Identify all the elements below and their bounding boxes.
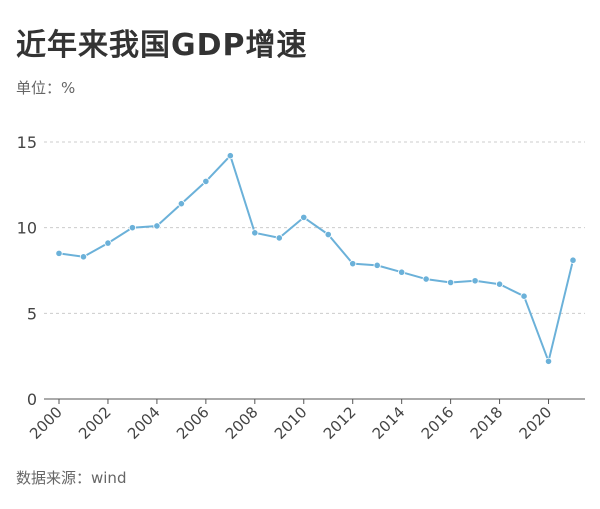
x-tick-label: 2004 [124, 403, 164, 443]
data-point [177, 200, 185, 208]
data-point [422, 275, 430, 283]
data-point [569, 256, 577, 264]
data-point [447, 278, 455, 287]
gdp-series-line [58, 154, 574, 363]
x-tick-label: 2006 [173, 403, 213, 443]
data-point [226, 152, 234, 160]
source-label: 数据来源：wind [16, 469, 127, 487]
x-tick-label: 2012 [320, 403, 360, 443]
data-point [104, 239, 112, 247]
y-tick-label: 10 [17, 219, 37, 238]
x-tick-label: 2020 [516, 403, 556, 443]
data-point [398, 268, 406, 276]
x-tick-label: 2008 [222, 403, 262, 443]
data-point [202, 177, 210, 186]
data-point [324, 230, 332, 239]
data-point [471, 277, 479, 285]
data-point [251, 229, 259, 237]
data-point [520, 292, 528, 300]
y-tick-label: 0 [27, 390, 37, 409]
data-point [55, 249, 63, 257]
data-point [153, 222, 161, 230]
data-point [495, 280, 504, 288]
data-point [349, 260, 357, 268]
x-tick-label: 2018 [467, 403, 507, 443]
data-point [300, 213, 308, 221]
y-tick-label: 15 [17, 133, 37, 152]
data-point [544, 357, 553, 365]
x-tick-label: 2014 [369, 403, 409, 443]
x-tick-label: 2000 [26, 403, 66, 443]
data-point [275, 234, 283, 242]
unit-label: 单位：% [16, 79, 76, 97]
data-point [128, 224, 137, 232]
x-tick-label: 2010 [271, 403, 311, 443]
y-tick-label: 5 [27, 304, 37, 323]
data-point [373, 261, 381, 269]
data-point [79, 253, 88, 261]
chart-title: 近年来我国GDP增速 [16, 28, 308, 63]
x-tick-label: 2002 [75, 403, 115, 443]
x-tick-label: 2016 [418, 403, 458, 443]
